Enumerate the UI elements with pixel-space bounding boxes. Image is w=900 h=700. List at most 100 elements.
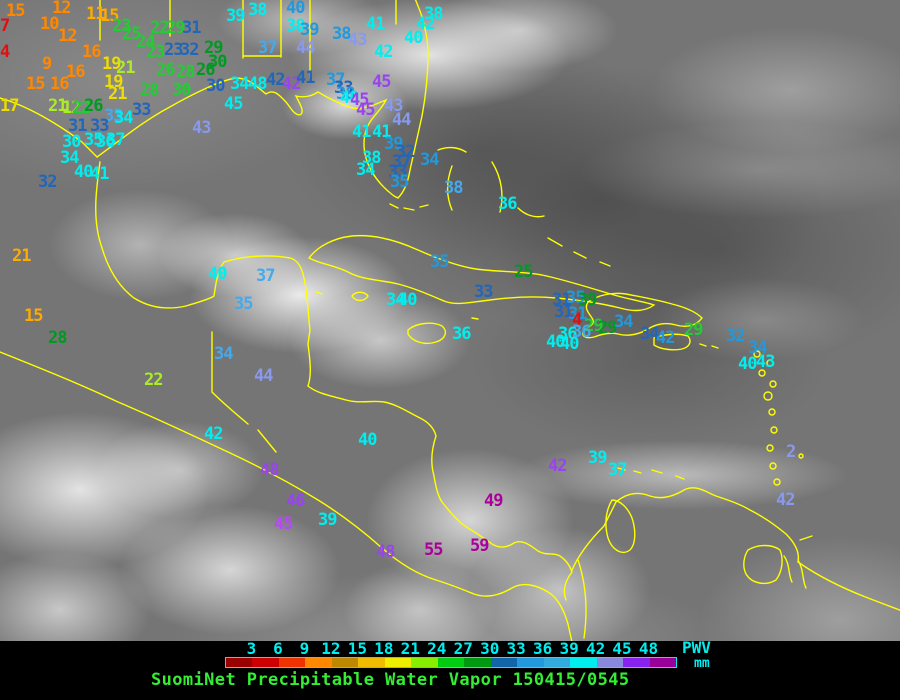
pwv-station-label: 31 bbox=[568, 304, 588, 324]
pwv-station-label: 21 bbox=[116, 58, 136, 78]
pwv-station-label: 21 bbox=[48, 96, 68, 116]
pwv-station-label: 37 bbox=[392, 152, 412, 172]
pwv-station-label: 19 bbox=[102, 54, 122, 74]
colorbar-segment bbox=[252, 658, 279, 667]
colorbar-tick-label: 9 bbox=[299, 639, 310, 658]
colorbar-segment bbox=[543, 658, 571, 667]
pwv-station-label: 43 bbox=[348, 30, 368, 50]
antilles-island bbox=[758, 369, 766, 377]
coastline-florida bbox=[351, 0, 429, 199]
pwv-station-label: 34 bbox=[60, 148, 80, 168]
pwv-station-label: 36 bbox=[96, 132, 116, 152]
pwv-station-label: 40 bbox=[286, 0, 306, 18]
pwv-station-label: 35 bbox=[84, 130, 104, 150]
antilles-island bbox=[769, 380, 777, 388]
pwv-station-label: 46 bbox=[286, 491, 306, 511]
coastlines-overlay bbox=[0, 0, 900, 641]
coastline-rio-grande bbox=[0, 97, 98, 158]
colorbar-tick-label: 24 bbox=[427, 639, 447, 658]
tobago-island bbox=[799, 535, 813, 541]
pwv-station-label: 35 bbox=[430, 252, 450, 272]
colorbar-segment bbox=[358, 658, 385, 667]
colorbar-segment bbox=[464, 658, 491, 667]
pwv-station-label: 29 bbox=[166, 18, 186, 38]
pwv-station-label: 41 bbox=[366, 14, 386, 34]
colorbar-segment bbox=[278, 658, 306, 667]
colorbar-tick-label: 48 bbox=[638, 639, 659, 658]
coastline-florida-keys bbox=[389, 203, 429, 211]
pwv-station-label: 9 bbox=[42, 54, 52, 74]
colorbar bbox=[225, 657, 677, 668]
pwv-station-label: 45 bbox=[224, 94, 244, 114]
pwv-station-label: 21 bbox=[108, 84, 128, 104]
pwv-station-label: 32 bbox=[38, 172, 58, 192]
pwv-station-label: 12 bbox=[62, 98, 82, 118]
pwv-station-label: 15 bbox=[6, 1, 26, 21]
pwv-station-label: 29 bbox=[684, 320, 704, 340]
pwv-station-label: 39 bbox=[300, 20, 320, 40]
pwv-station-label: 39 bbox=[226, 6, 246, 26]
pwv-station-label: 15 bbox=[100, 6, 120, 26]
colorbar-tick-label: 27 bbox=[453, 639, 473, 658]
colorbar-segment bbox=[437, 658, 465, 667]
colorbar-tick-label: 12 bbox=[321, 639, 341, 658]
pwv-station-label: 19 bbox=[104, 72, 124, 92]
antilles-island bbox=[769, 462, 777, 470]
pwv-station-label: 41 bbox=[296, 68, 316, 88]
pwv-station-label: 59 bbox=[470, 536, 490, 556]
pwv-station-label: 43 bbox=[756, 352, 776, 372]
antilles-island bbox=[768, 408, 776, 416]
pwv-station-label: 45 bbox=[274, 514, 294, 534]
pwv-station-label: 40 bbox=[546, 332, 566, 352]
colorbar-ticks: 3 6 9 12 15 18 21 24 27 30 33 36 39 42 45 48 bbox=[0, 641, 900, 657]
pwv-station-label: 42 bbox=[266, 70, 286, 90]
pwv-station-label: 34 bbox=[420, 150, 440, 170]
pwv-station-label: 25 bbox=[122, 24, 142, 44]
margarita-islands bbox=[651, 469, 685, 480]
pwv-station-label: 37 bbox=[106, 130, 126, 150]
pwv-station-label: 33 bbox=[388, 162, 408, 182]
pwv-station-label: 33 bbox=[132, 100, 152, 120]
pwv-station-label: 36 bbox=[452, 324, 472, 344]
pwv-station-label: 7 bbox=[0, 16, 10, 36]
pwv-station-label: 40 bbox=[208, 264, 228, 284]
product-title: SuomiNet Precipitable Water Vapor 150415… bbox=[151, 670, 630, 690]
pwv-station-label: 37 bbox=[256, 266, 276, 286]
colorbar-unit-label: PWV bbox=[682, 638, 711, 657]
colorbar-tick-label: 33 bbox=[506, 639, 526, 658]
state-borders bbox=[99, 0, 397, 79]
colorbar-unit-sublabel: mm bbox=[694, 656, 710, 671]
jamaica-island bbox=[407, 322, 447, 345]
pwv-station-label: 35 bbox=[566, 288, 586, 308]
colorbar-tick-label: 15 bbox=[347, 639, 367, 658]
pwv-station-label: 24 bbox=[136, 32, 156, 52]
pwv-station-label: 37 bbox=[326, 70, 346, 90]
pwv-station-label: 31 bbox=[552, 290, 572, 310]
stations-layer: 15 12 11 15 7 10 12 4 16 9 16 15 16 19 21 19 21 17 21 12 22 2… bbox=[0, 0, 796, 561]
pwv-station-label: 42 bbox=[204, 424, 224, 444]
coastline-cuba bbox=[308, 234, 656, 312]
coastline-venezuela bbox=[571, 487, 800, 571]
colorbar-tick-label: 39 bbox=[559, 639, 579, 658]
pwv-station-label: 23 bbox=[112, 16, 132, 36]
pwv-station-label: 44 bbox=[254, 366, 274, 386]
pwv-station-label: 32 bbox=[396, 142, 416, 162]
pwv-station-label: 40 bbox=[74, 162, 94, 182]
colorbar-tick-label: 45 bbox=[612, 639, 632, 658]
pwv-station-label: 40 bbox=[358, 430, 378, 450]
pwv-station-label: 30 bbox=[206, 76, 226, 96]
colorbar-segment bbox=[490, 658, 518, 667]
pwv-station-label: 45 bbox=[350, 90, 370, 110]
pwv-station-label: 35 bbox=[234, 294, 254, 314]
colorbar-segment bbox=[384, 658, 412, 667]
colorbar-tick-label: 21 bbox=[400, 639, 420, 658]
colorbar-tick-label: 36 bbox=[533, 639, 553, 658]
pwv-station-label: 21 bbox=[12, 246, 32, 266]
pwv-station-label: 32 bbox=[180, 40, 200, 60]
pwv-station-label: 38 bbox=[424, 4, 444, 24]
antilles-island bbox=[753, 350, 761, 358]
colorbar-segment bbox=[517, 658, 544, 667]
pwv-station-label: 34 bbox=[386, 290, 406, 310]
trinidad-island bbox=[743, 544, 783, 585]
pwv-station-label: 16 bbox=[82, 42, 102, 62]
